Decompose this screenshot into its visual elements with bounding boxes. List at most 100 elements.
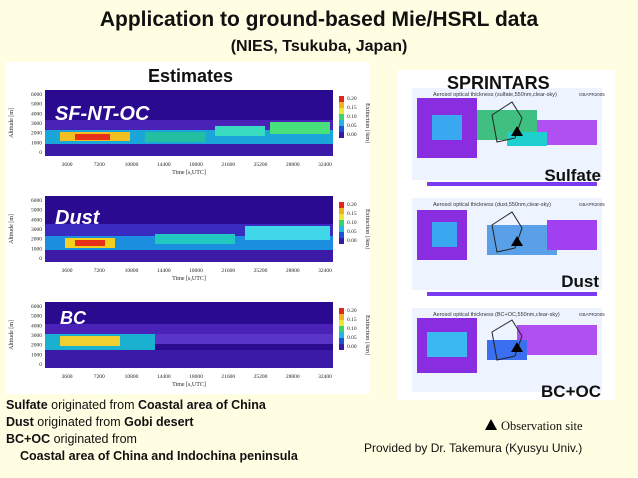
map-label-dust: Dust [561, 272, 599, 291]
colorbar-tick-label: 0.05 [347, 123, 357, 129]
colorbar-tick-label: 0.05 [347, 335, 357, 341]
triangle-icon [485, 419, 497, 430]
y-axis-label: Altitude [m] [9, 108, 15, 138]
y-tick-label: 6000 [31, 304, 42, 310]
y-tick-label: 6000 [31, 92, 42, 98]
credit-text: Provided by Dr. Takemura (Kyusyu Univ.) [364, 441, 583, 455]
x-axis-label: Time [s,UTC] [172, 170, 206, 176]
colorbar-tick-label: 0.20 [347, 202, 357, 208]
y-tick-label: 0 [39, 362, 42, 368]
colorbar-swatch [339, 114, 344, 120]
legend-text: Observation site [501, 419, 583, 433]
colorbar-swatch [339, 232, 344, 238]
page-subtitle: (NIES, Tsukuba, Japan) [230, 38, 408, 55]
sprintars-map-sulfate [412, 88, 602, 186]
colorbar-tick-label: 0.15 [347, 317, 357, 323]
colorbar-swatch [339, 326, 344, 332]
colorbar-tick-label: 0.00 [347, 238, 357, 244]
colorbar-swatch [339, 120, 344, 126]
colorbar-label: Extinction [/km] [364, 103, 370, 143]
map-title-bc-oc: Aerosol optical thickness (BC+OC,550nm,c… [433, 312, 560, 318]
y-axis-label: Altitude [m] [9, 214, 15, 244]
colorbar-swatch [339, 332, 344, 338]
y-tick-label: 4000 [31, 217, 42, 223]
estimates-heading: Estimates [148, 66, 234, 86]
map-tag-sulfate: GBAPR2005 [579, 92, 605, 97]
colorbar-swatch [339, 314, 344, 320]
colorbar-tick-label: 0.00 [347, 132, 357, 138]
y-tick-label: 1000 [31, 352, 42, 358]
x-ticks: 3600 7200 10800 14400 18000 21600 25200 28800 32… [62, 162, 333, 380]
y-tick-label: 1000 [31, 140, 42, 146]
y-tick-label: 4000 [31, 323, 42, 329]
estimates-panel: SF-NT-OC Dust BC 6000 5000 4000 3000 2000 100… [5, 62, 370, 394]
x-tick-label: 10800 [125, 374, 139, 380]
y-tick-label: 6000 [31, 198, 42, 204]
x-tick-label: 10800 [125, 162, 139, 168]
y-tick-label: 2000 [31, 343, 42, 349]
colorbar-label: Extinction [/km] [364, 315, 370, 355]
colorbar-swatch [339, 208, 344, 214]
colorbar-swatch [339, 96, 344, 102]
x-tick-label: 10800 [125, 268, 139, 274]
x-tick-label: 25200 [254, 374, 268, 380]
x-tick-label: 28800 [286, 268, 300, 274]
colorbar-tick-label: 0.20 [347, 308, 357, 314]
map-tag-dust: GBAPR2005 [579, 202, 605, 207]
colorbar-tick-label: 0.00 [347, 344, 357, 350]
y-tick-label: 2000 [31, 237, 42, 243]
axis-labels: Time [s,UTC] Altitude [m] Extinction [/km]… [9, 103, 370, 388]
x-tick-label: 32400 [318, 162, 332, 168]
observation-site-legend-graphic: Observation site [485, 419, 583, 433]
y-tick-label: 1000 [31, 246, 42, 252]
map-title-dust: Aerosol optical thickness (dust,550nm,cl… [433, 202, 551, 208]
y-tick-label: 0 [39, 256, 42, 262]
x-tick-label: 3600 [62, 268, 73, 274]
estimate-plot-bc [45, 302, 333, 368]
x-tick-label: 18000 [189, 374, 203, 380]
x-tick-label: 32400 [318, 374, 332, 380]
x-tick-label: 21600 [221, 268, 235, 274]
sprintars-heading: SPRINTARS [447, 73, 550, 93]
x-tick-label: 32400 [318, 268, 332, 274]
x-tick-label: 7200 [94, 374, 105, 380]
x-tick-label: 14400 [157, 162, 171, 168]
panel-label-bc: BC [60, 308, 87, 328]
y-tick-label: 4000 [31, 111, 42, 117]
source-notes: Sulfate originated from Coastal area of … [6, 397, 298, 465]
note-line-bc-oc-origin: Coastal area of China and Indochina peni… [20, 449, 298, 463]
sprintars-figure: Aerosol optical thickness (sulfate,550nm… [412, 88, 605, 401]
panel-label-dust: Dust [55, 207, 101, 229]
x-tick-label: 25200 [254, 162, 268, 168]
map-tag-bc-oc: GBAPR2005 [579, 312, 605, 317]
sprintars-map-dust [412, 198, 602, 296]
colorbar-swatch [339, 202, 344, 208]
colorbar-tick-label: 0.15 [347, 211, 357, 217]
y-tick-label: 5000 [31, 208, 42, 214]
estimate-plot-dust [45, 196, 333, 262]
map-label-bc-oc: BC+OC [541, 382, 601, 400]
x-tick-label: 25200 [254, 268, 268, 274]
note-line-sulfate: Sulfate originated from Coastal area of … [6, 398, 266, 412]
colorbar-label: Extinction [/km] [364, 209, 370, 249]
map-title-sulfate: Aerosol optical thickness (sulfate,550nm… [433, 92, 557, 98]
colorbar-swatch [339, 344, 344, 350]
estimate-plot-sf-nt-oc [45, 90, 333, 156]
colorbar-tick-label: 0.15 [347, 105, 357, 111]
colorbar-swatch [339, 220, 344, 226]
y-axis-label: Altitude [m] [9, 320, 15, 350]
colorbar-swatch [339, 102, 344, 108]
panel-label-sf-nt-oc: SF-NT-OC [55, 103, 150, 125]
x-tick-label: 7200 [94, 268, 105, 274]
x-tick-label: 14400 [157, 374, 171, 380]
colorbar-swatch [339, 320, 344, 326]
x-axis-label: Time [s,UTC] [172, 382, 206, 388]
estimates-figure: SF-NT-OC Dust BC 6000 5000 4000 3000 2000 100… [9, 90, 370, 388]
colorbar-tick-label: 0.10 [347, 220, 357, 226]
colorbar-tick-label: 0.05 [347, 229, 357, 235]
x-tick-label: 21600 [221, 162, 235, 168]
colorbar-tick-label: 0.20 [347, 96, 357, 102]
sprintars-panel: Aerosol optical thickness (sulfate,550nm… [397, 70, 615, 401]
y-tick-label: 3000 [31, 121, 42, 127]
colorbars: 0.20 0.15 0.10 0.05 0.00 0.20 0.15 0.10 0.05 0.00… [339, 96, 357, 350]
